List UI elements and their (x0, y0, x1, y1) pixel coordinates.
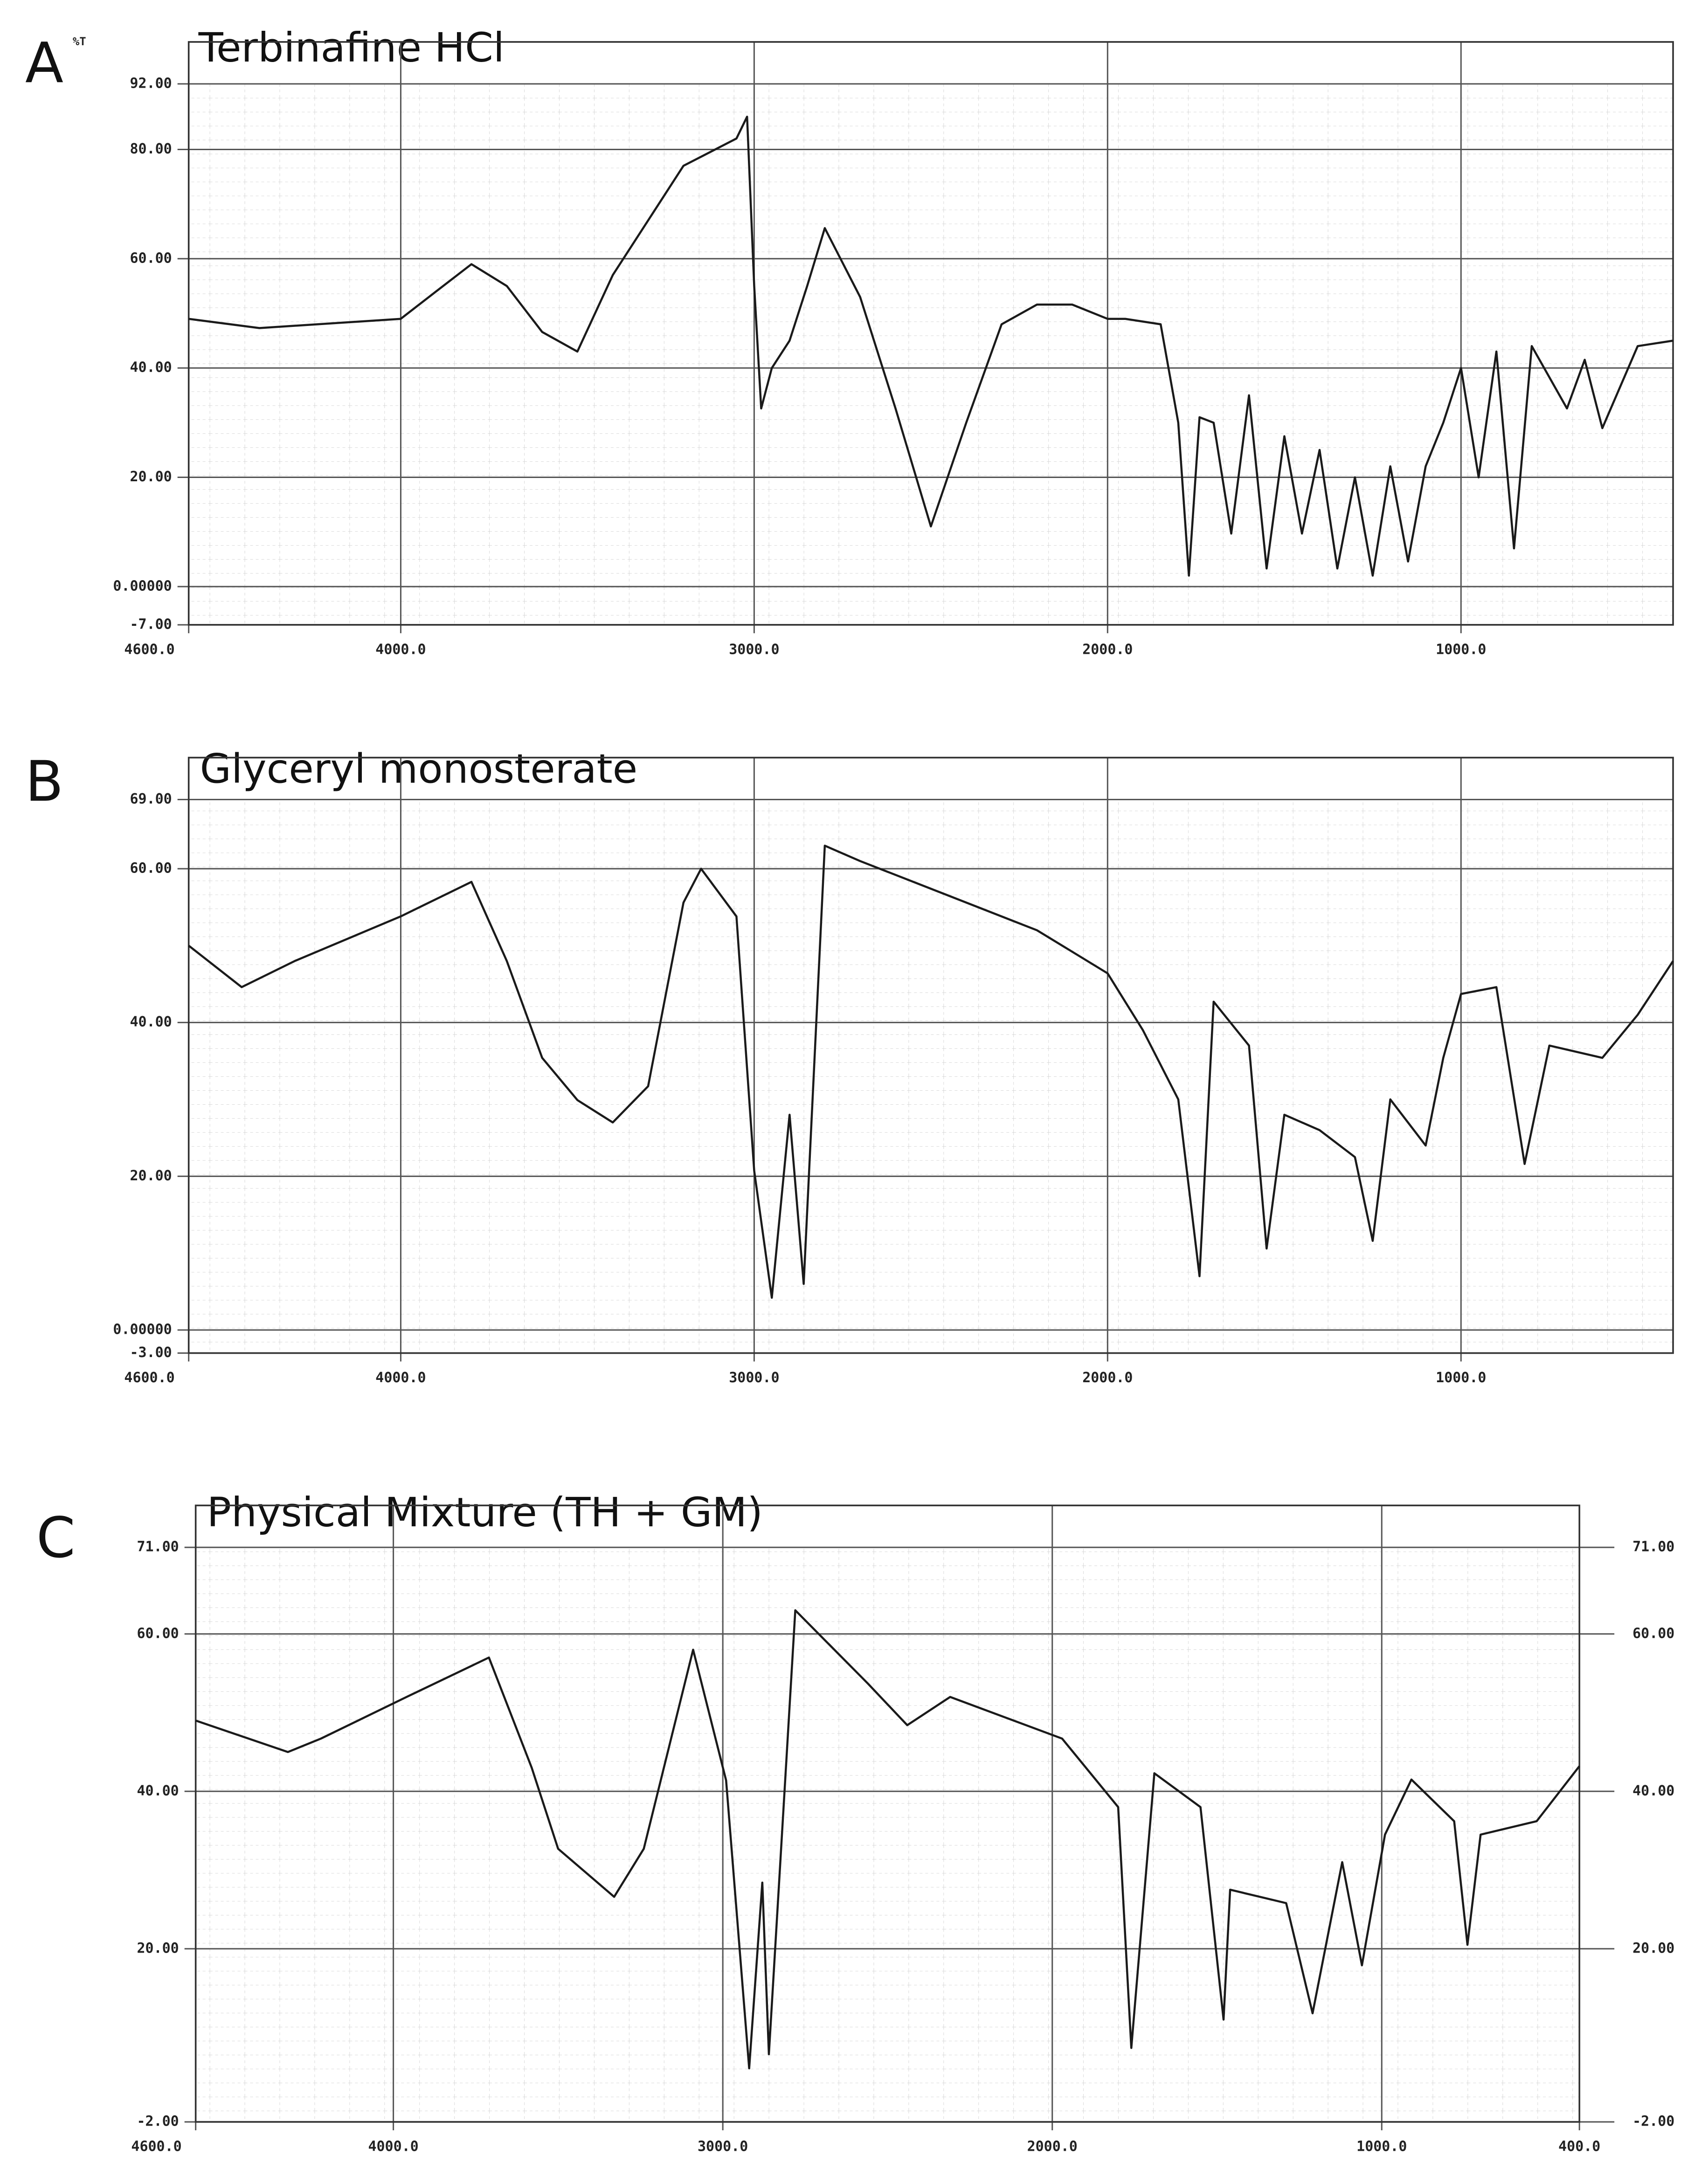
y-tick-label: 60.00 (130, 250, 172, 266)
x-tick-label: 2000.0 (1027, 2139, 1078, 2155)
x-tick-label: 4000.0 (375, 1370, 426, 1386)
x-tick-label: 2000.0 (1082, 1370, 1133, 1386)
x-tick-label: 4600.0 (124, 641, 174, 658)
x-tick-label: 4000.0 (375, 641, 426, 658)
y-tick-label: 60.00 (137, 1625, 179, 1642)
y-tick-label: 92.00 (130, 75, 172, 91)
x-tick-label: 3000.0 (698, 2139, 748, 2155)
x-tick-label: 4000.0 (368, 2139, 418, 2155)
plot-frame (194, 1504, 1581, 2123)
x-tick-label: 2000.0 (1082, 641, 1133, 658)
plot-frame (187, 41, 1674, 626)
y-tick-label: 20.00 (130, 1168, 172, 1184)
panel-label: C (36, 1506, 76, 1571)
x-tick-label: 1000.0 (1436, 641, 1486, 658)
x-tick-label: 1000.0 (1356, 2139, 1407, 2155)
panel-label: A (25, 31, 63, 96)
y-tick-label: 20.00 (137, 1940, 179, 1956)
y-tick-label: -3.00 (130, 1344, 172, 1361)
y-tick-label: 69.00 (130, 791, 172, 807)
y-tick-label: 40.00 (130, 360, 172, 376)
y-tick-label: 40.00 (130, 1014, 172, 1030)
panel-label: B (25, 749, 63, 814)
plot-frame (187, 756, 1674, 1354)
spectrum-line (188, 845, 1674, 1299)
x-tick-label: 3000.0 (729, 1370, 779, 1386)
y-tick-label: 0.00000 (113, 578, 172, 594)
plot-background (188, 83, 1673, 625)
y-tick-label: 20.00 (130, 469, 172, 485)
y2-tick-label: 60.00 (1632, 1625, 1674, 1642)
y2-tick-label: 71.00 (1632, 1539, 1674, 1555)
y2-tick-label: 40.00 (1632, 1783, 1674, 1799)
chart-title: Glyceryl monosterate (200, 746, 638, 793)
y-tick-label: -7.00 (130, 616, 172, 632)
y2-tick-label: 20.00 (1632, 1940, 1674, 1956)
y-tick-label: 71.00 (137, 1539, 179, 1555)
chart-title: Terbinafine HCl (198, 24, 505, 71)
y-axis-label: %T (73, 35, 86, 48)
x-tick-label: 1000.0 (1436, 1370, 1486, 1386)
y2-tick-label: -2.00 (1632, 2113, 1674, 2130)
y-tick-label: -2.00 (137, 2113, 179, 2130)
x-tick-label: 400.0 (1558, 2139, 1600, 2155)
chart-title: Physical Mixture (TH + GM) (207, 1489, 763, 1536)
y-tick-label: 40.00 (137, 1783, 179, 1799)
spectrum-line (188, 116, 1673, 577)
x-tick-label: 4600.0 (124, 1370, 174, 1386)
plot-background (188, 799, 1673, 1353)
y-tick-label: 0.00000 (113, 1322, 172, 1338)
spectrum-line (195, 1609, 1581, 2070)
y-tick-label: 80.00 (130, 141, 172, 157)
y-tick-label: 60.00 (130, 860, 172, 876)
plot-background (195, 1547, 1580, 2122)
x-tick-label: 4600.0 (131, 2139, 181, 2155)
x-tick-label: 3000.0 (729, 641, 779, 658)
